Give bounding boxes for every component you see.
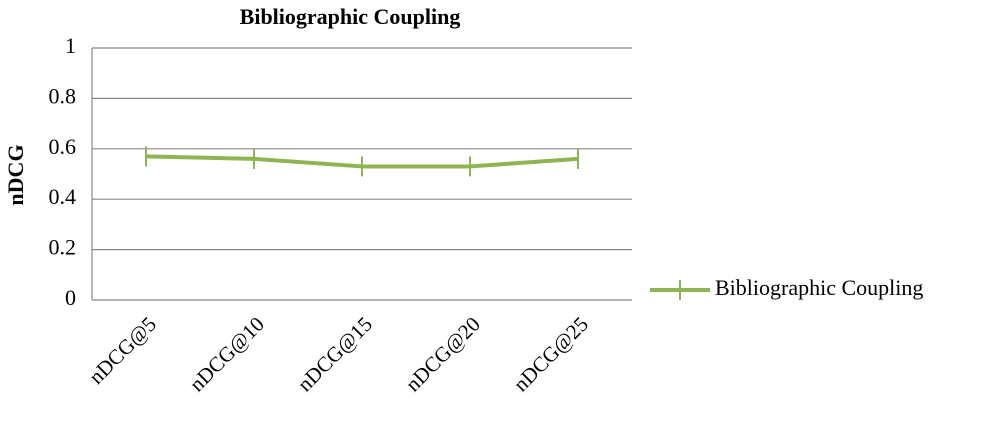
y-tick-label: 0 bbox=[65, 285, 76, 310]
y-tick-label: 0.4 bbox=[49, 184, 77, 209]
y-tick-label: 0.8 bbox=[49, 83, 77, 108]
y-tick-label: 0.2 bbox=[49, 235, 77, 260]
x-tick-label: nDCG@15 bbox=[293, 312, 377, 396]
x-tick-label: nDCG@20 bbox=[401, 312, 485, 396]
chart-title: Bibliographic Coupling bbox=[240, 4, 461, 29]
legend-label: Bibliographic Coupling bbox=[715, 275, 923, 300]
x-tick-label: nDCG@5 bbox=[84, 312, 161, 389]
x-tick-label: nDCG@25 bbox=[509, 312, 593, 396]
y-tick-label: 1 bbox=[65, 33, 76, 58]
y-axis-title: nDCG bbox=[3, 144, 28, 205]
y-tick-label: 0.6 bbox=[49, 134, 77, 159]
x-tick-label: nDCG@10 bbox=[185, 312, 269, 396]
